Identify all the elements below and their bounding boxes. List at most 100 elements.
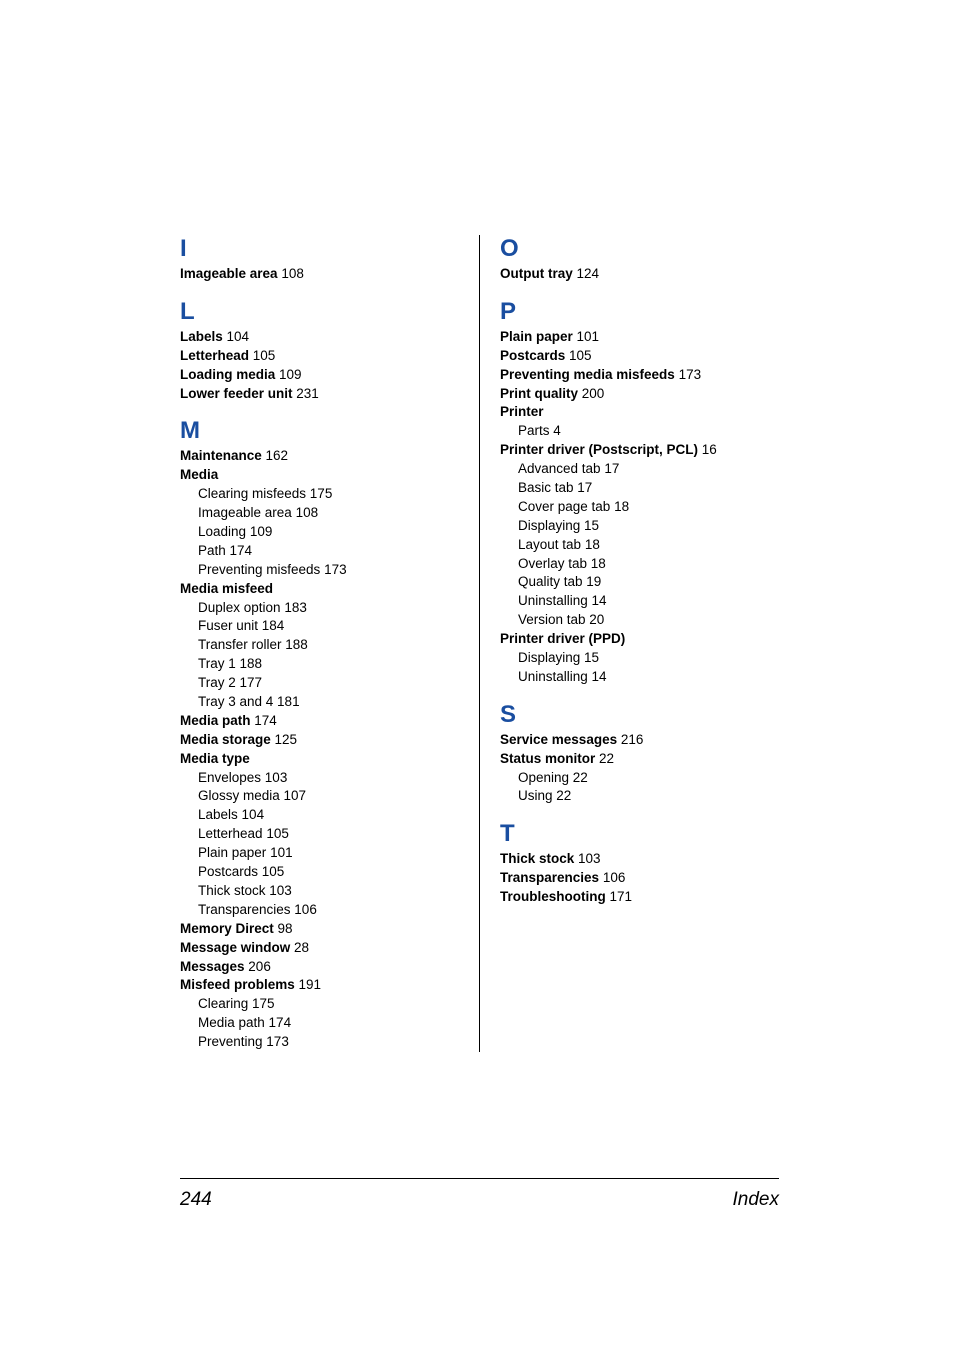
index-term: Printer driver (PPD) xyxy=(500,631,625,646)
index-subentry: Tray 2 177 xyxy=(180,674,459,693)
footer-row: 244 Index xyxy=(180,1189,779,1211)
index-term: Letterhead xyxy=(198,826,263,841)
index-subentry: Version tab 20 xyxy=(500,611,779,630)
footer-rule xyxy=(180,1178,779,1179)
index-subentry: Duplex option 183 xyxy=(180,599,459,618)
index-term: Tray 2 xyxy=(198,675,236,690)
index-subentry: Displaying 15 xyxy=(500,517,779,536)
index-term: Duplex option xyxy=(198,600,281,615)
index-term: Version tab xyxy=(518,612,586,627)
index-term: Glossy media xyxy=(198,788,280,803)
index-term: Layout tab xyxy=(518,537,581,552)
index-term: Transparencies xyxy=(198,902,291,917)
index-subentry: Media path 174 xyxy=(180,1014,459,1033)
index-entry: Labels 104 xyxy=(180,328,459,347)
index-entry: Output tray 124 xyxy=(500,265,779,284)
index-page-ref: 98 xyxy=(274,921,293,936)
index-entry: Maintenance 162 xyxy=(180,447,459,466)
index-entry: Media path 174 xyxy=(180,712,459,731)
index-entry: Printer driver (Postscript, PCL) 16 xyxy=(500,441,779,460)
index-page-ref: 175 xyxy=(248,996,274,1011)
index-subentry: Plain paper 101 xyxy=(180,844,459,863)
index-entry: Status monitor 22 xyxy=(500,750,779,769)
index-page-ref: 173 xyxy=(320,562,346,577)
index-page-ref: 15 xyxy=(580,518,599,533)
index-term: Troubleshooting xyxy=(500,889,606,904)
index-entry: Misfeed problems 191 xyxy=(180,976,459,995)
index-term: Preventing media misfeeds xyxy=(500,367,675,382)
index-term: Postcards xyxy=(198,864,258,879)
index-page-ref: 188 xyxy=(282,637,308,652)
index-term: Overlay tab xyxy=(518,556,587,571)
index-page-ref: 106 xyxy=(599,870,625,885)
index-term: Labels xyxy=(198,807,238,822)
index-subentry: Preventing misfeeds 173 xyxy=(180,561,459,580)
index-entry: Imageable area 108 xyxy=(180,265,459,284)
index-page-ref: 103 xyxy=(574,851,600,866)
index-page-ref: 184 xyxy=(258,618,284,633)
index-columns: IImageable area 108LLabels 104Letterhead… xyxy=(180,235,779,1052)
index-subentry: Tray 3 and 4 181 xyxy=(180,693,459,712)
index-page-ref: 125 xyxy=(271,732,297,747)
index-entry: Message window 28 xyxy=(180,939,459,958)
index-page-ref: 105 xyxy=(263,826,289,841)
index-term: Service messages xyxy=(500,732,617,747)
index-subentry: Envelopes 103 xyxy=(180,769,459,788)
index-subentry: Uninstalling 14 xyxy=(500,668,779,687)
section-letter-m: M xyxy=(180,417,459,445)
index-entry: Printer driver (PPD) xyxy=(500,630,779,649)
index-page-ref: 108 xyxy=(292,505,318,520)
index-page-ref: 174 xyxy=(226,543,252,558)
index-page-ref: 16 xyxy=(698,442,717,457)
index-page-ref: 106 xyxy=(291,902,317,917)
index-subentry: Clearing 175 xyxy=(180,995,459,1014)
index-page-ref: 173 xyxy=(263,1034,289,1049)
index-term: Print quality xyxy=(500,386,578,401)
index-subentry: Uninstalling 14 xyxy=(500,592,779,611)
index-page-ref: 177 xyxy=(236,675,262,690)
index-term: Media misfeed xyxy=(180,581,273,596)
index-term: Memory Direct xyxy=(180,921,274,936)
index-subentry: Parts 4 xyxy=(500,422,779,441)
index-term: Displaying xyxy=(518,518,580,533)
index-page-ref: 109 xyxy=(246,524,272,539)
section-letter-p: P xyxy=(500,298,779,326)
section-letter-s: S xyxy=(500,701,779,729)
index-entry: Loading media 109 xyxy=(180,366,459,385)
index-page-ref: 216 xyxy=(617,732,643,747)
index-entry: Postcards 105 xyxy=(500,347,779,366)
section-letter-i: I xyxy=(180,235,459,263)
index-page-ref: 18 xyxy=(610,499,629,514)
index-term: Loading xyxy=(198,524,246,539)
index-entry: Media type xyxy=(180,750,459,769)
index-subentry: Postcards 105 xyxy=(180,863,459,882)
index-term: Loading media xyxy=(180,367,275,382)
index-entry: Service messages 216 xyxy=(500,731,779,750)
footer-label: Index xyxy=(733,1189,779,1211)
section-letter-l: L xyxy=(180,298,459,326)
index-entry: Memory Direct 98 xyxy=(180,920,459,939)
index-page-ref: 18 xyxy=(587,556,606,571)
index-page-ref: 20 xyxy=(586,612,605,627)
left-column: IImageable area 108LLabels 104Letterhead… xyxy=(180,235,479,1052)
index-term: Transparencies xyxy=(500,870,599,885)
index-term: Displaying xyxy=(518,650,580,665)
section-letter-o: O xyxy=(500,235,779,263)
index-page-ref: 105 xyxy=(249,348,275,363)
index-page-ref: 173 xyxy=(675,367,701,382)
index-page-ref: 22 xyxy=(553,788,572,803)
index-entry: Letterhead 105 xyxy=(180,347,459,366)
index-page-ref: 4 xyxy=(550,423,561,438)
index-page: IImageable area 108LLabels 104Letterhead… xyxy=(0,0,954,1052)
index-term: Printer xyxy=(500,404,544,419)
index-entry: Troubleshooting 171 xyxy=(500,888,779,907)
index-term: Message window xyxy=(180,940,290,955)
index-term: Media type xyxy=(180,751,250,766)
index-page-ref: 105 xyxy=(565,348,591,363)
index-subentry: Path 174 xyxy=(180,542,459,561)
index-term: Uninstalling xyxy=(518,593,588,608)
index-subentry: Preventing 173 xyxy=(180,1033,459,1052)
section-letter-t: T xyxy=(500,820,779,848)
index-page-ref: 206 xyxy=(245,959,271,974)
index-entry: Media misfeed xyxy=(180,580,459,599)
